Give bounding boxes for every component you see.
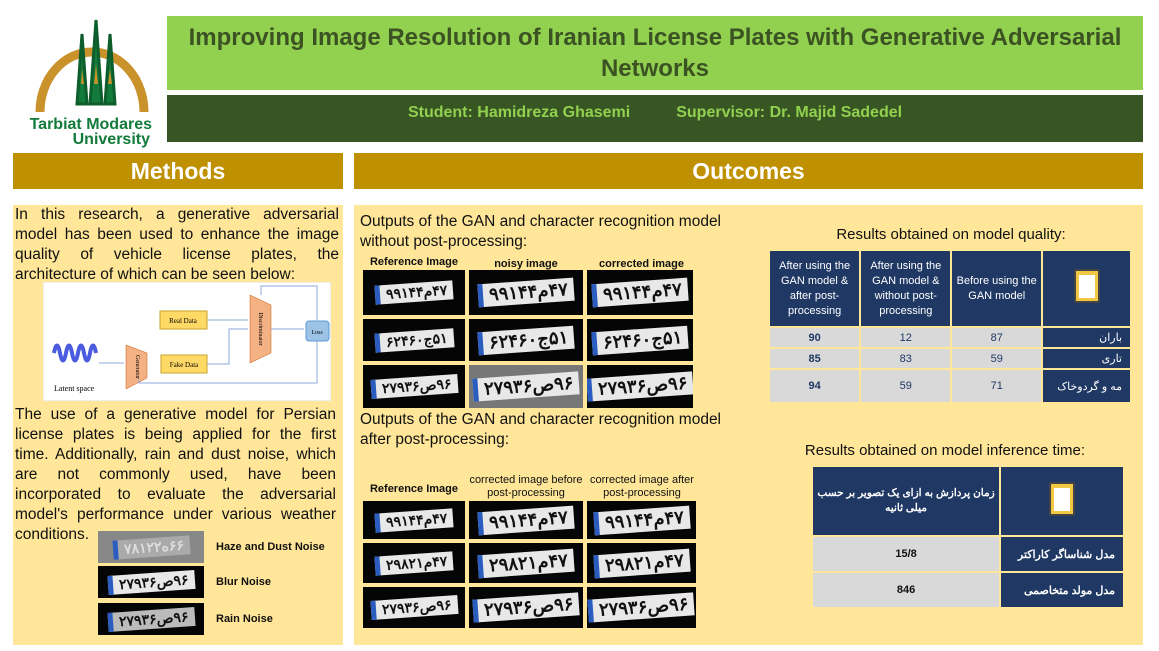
noise-label: Rain Noise	[216, 613, 273, 625]
time-cell: 846	[813, 573, 1000, 607]
quality-title: Results obtained on model quality:	[836, 226, 1066, 243]
quality-cell: 87	[952, 328, 1042, 347]
column-label: Reference Image	[369, 483, 459, 495]
real-data-label: Real Data	[169, 317, 198, 325]
row-label: تاری	[1043, 349, 1130, 368]
quality-table: After using the GAN model & after post-p…	[768, 249, 1132, 404]
plate-image: ۵۱ج۶۲۴۶۰	[469, 319, 583, 361]
caption-without-postprocessing: Outputs of the GAN and character recogni…	[360, 213, 722, 250]
quality-cell: 12	[861, 328, 951, 347]
plate-image: ۵۱ج۶۲۴۶۰	[587, 319, 693, 361]
plate-text: ۵۱ج۶۲۴۶۰	[591, 325, 689, 355]
quality-header: After using the GAN model & without post…	[861, 251, 951, 326]
logo-text-line2: University	[72, 131, 150, 148]
plate-image: ۴۷م۲۹۸۲۱	[363, 543, 465, 583]
plate-text: ۹۶ص۲۷۹۳۶	[587, 371, 693, 402]
row-label: مدل شناساگر کاراکتر	[1001, 537, 1123, 571]
quality-cell: 94	[770, 370, 860, 402]
plate-text: ۴۷م۹۹۱۴۴	[477, 277, 575, 308]
quality-header: After using the GAN model & after post-p…	[770, 251, 860, 326]
plate-text: ۴۷م۲۹۸۲۱	[374, 550, 454, 576]
gan-architecture-diagram: Latent space Generator Real Data Fake Da…	[43, 282, 331, 401]
column-label: corrected image	[599, 258, 684, 270]
column-label: noisy image	[494, 258, 558, 270]
noise-label: Blur Noise	[216, 576, 272, 588]
plate-text: ۴۷م۹۹۱۴۴	[374, 280, 454, 305]
methods-body: The use of a generative model for Persia…	[15, 406, 336, 543]
poster-title: Improving Image Resolution of Iranian Li…	[167, 16, 1143, 90]
row-label: مه و گردوخاک	[1043, 370, 1130, 402]
plate-text: ۴۷م۹۹۱۴۴	[592, 505, 691, 535]
column-label: corrected image before post-processing	[469, 474, 583, 499]
row-label: باران	[1043, 328, 1130, 347]
plate-image: ۴۷م۲۹۸۲۱	[469, 543, 583, 583]
plate-image: ۹۶ص۲۷۹۳۶	[363, 587, 465, 628]
plate-image: ۶۶ه۷۸۱۲۲	[111, 534, 191, 560]
plate-text: ۴۷م۹۹۱۴۴	[374, 507, 454, 533]
latent-label: Latent space	[54, 384, 95, 393]
author-bar: Student: Hamidreza Ghasemi Supervisor: D…	[167, 95, 1143, 142]
plate-image: ۴۷م۹۹۱۴۴	[587, 270, 693, 315]
plate-image: ۹۶ص۲۷۹۳۶	[107, 606, 195, 632]
quality-cell: 59	[861, 370, 951, 402]
clipboard-icon	[1001, 467, 1123, 535]
caption-after-postprocessing: Outputs of the GAN and character recogni…	[360, 411, 722, 448]
supervisor-name: Supervisor: Dr. Majid Sadedel	[676, 103, 903, 121]
methods-intro: In this research, a generative adversari…	[15, 206, 339, 283]
fake-data-label: Fake Data	[170, 361, 199, 369]
plate-image: ۹۶ص۲۷۹۳۶	[107, 569, 195, 595]
time-title: Results obtained on model inference time…	[804, 442, 1086, 459]
plate-image: ۹۶ص۲۷۹۳۶	[469, 365, 583, 408]
plate-image: ۴۷م۹۹۱۴۴	[363, 501, 465, 539]
plate-image: ۹۶ص۲۷۹۳۶	[587, 365, 693, 408]
plate-image: ۴۷م۲۹۸۲۱	[587, 543, 696, 583]
time-cell: 15/8	[813, 537, 1000, 571]
quality-cell: 85	[770, 349, 860, 368]
plate-image: ۴۷م۹۹۱۴۴	[363, 270, 465, 315]
outcomes-heading: Outcomes	[354, 153, 1143, 189]
logo-text-line1: Tarbiat Modares	[29, 116, 152, 133]
plate-text: ۹۶ص۲۷۹۳۶	[472, 592, 580, 623]
plate-text: ۹۶ص۲۷۹۳۶	[472, 371, 580, 402]
quality-cell: 59	[952, 349, 1042, 368]
time-header: زمان پردازش به ازای یک تصویر بر حسب میلی…	[813, 467, 1000, 535]
quality-cell: 71	[952, 370, 1042, 402]
methods-heading: Methods	[13, 153, 343, 189]
plate-text: ۵۱ج۶۲۴۶۰	[374, 327, 454, 353]
plate-image: ۹۶ص۲۷۹۳۶	[587, 587, 696, 628]
column-label: Reference Image	[369, 256, 459, 268]
plate-image: ۹۶ص۲۷۹۳۶	[469, 587, 583, 628]
loss-label: Loss	[311, 330, 323, 336]
student-name: Student: Hamidreza Ghasemi	[407, 103, 631, 121]
plate-text: ۴۷م۲۹۸۲۱	[477, 548, 575, 578]
quality-cell: 90	[770, 328, 860, 347]
column-label: corrected image after post-processing	[590, 474, 694, 499]
plate-text: ۹۶ص۲۷۹۳۶	[587, 592, 696, 623]
noise-label: Haze and Dust Noise	[216, 541, 325, 553]
plate-text: ۴۷م۲۹۸۲۱	[592, 548, 691, 578]
plate-image: ۹۶ص۲۷۹۳۶	[363, 365, 465, 408]
plate-text: ۹۶ص۲۷۹۳۶	[370, 595, 458, 620]
row-label: مدل مولد متخاصمی	[1001, 573, 1123, 607]
clipboard-icon	[1043, 251, 1130, 326]
plate-image: ۴۷م۹۹۱۴۴	[469, 501, 583, 539]
plate-text: ۵۱ج۶۲۴۶۰	[477, 325, 575, 355]
quality-header: Before using the GAN model	[952, 251, 1042, 326]
plate-text: ۹۶ص۲۷۹۳۶	[370, 374, 458, 399]
plate-text: ۴۷م۹۹۱۴۴	[477, 505, 575, 535]
plate-image: ۴۷م۹۹۱۴۴	[587, 501, 696, 539]
generator-label: Generator	[134, 355, 140, 379]
time-table: زمان پردازش به ازای یک تصویر بر حسب میلی…	[811, 465, 1125, 609]
plate-image: ۴۷م۹۹۱۴۴	[469, 270, 583, 315]
noise-examples: ۶۶ه۷۸۱۲۲ Haze and Dust Noise ۹۶ص۲۷۹۳۶ Blur…	[98, 530, 338, 636]
plate-image: ۵۱ج۶۲۴۶۰	[363, 319, 465, 361]
university-logo: Tarbiat Modares University	[22, 14, 162, 148]
quality-cell: 83	[861, 349, 951, 368]
discriminator-label: Discriminator	[257, 312, 263, 345]
plate-text: ۴۷م۹۹۱۴۴	[591, 277, 689, 308]
